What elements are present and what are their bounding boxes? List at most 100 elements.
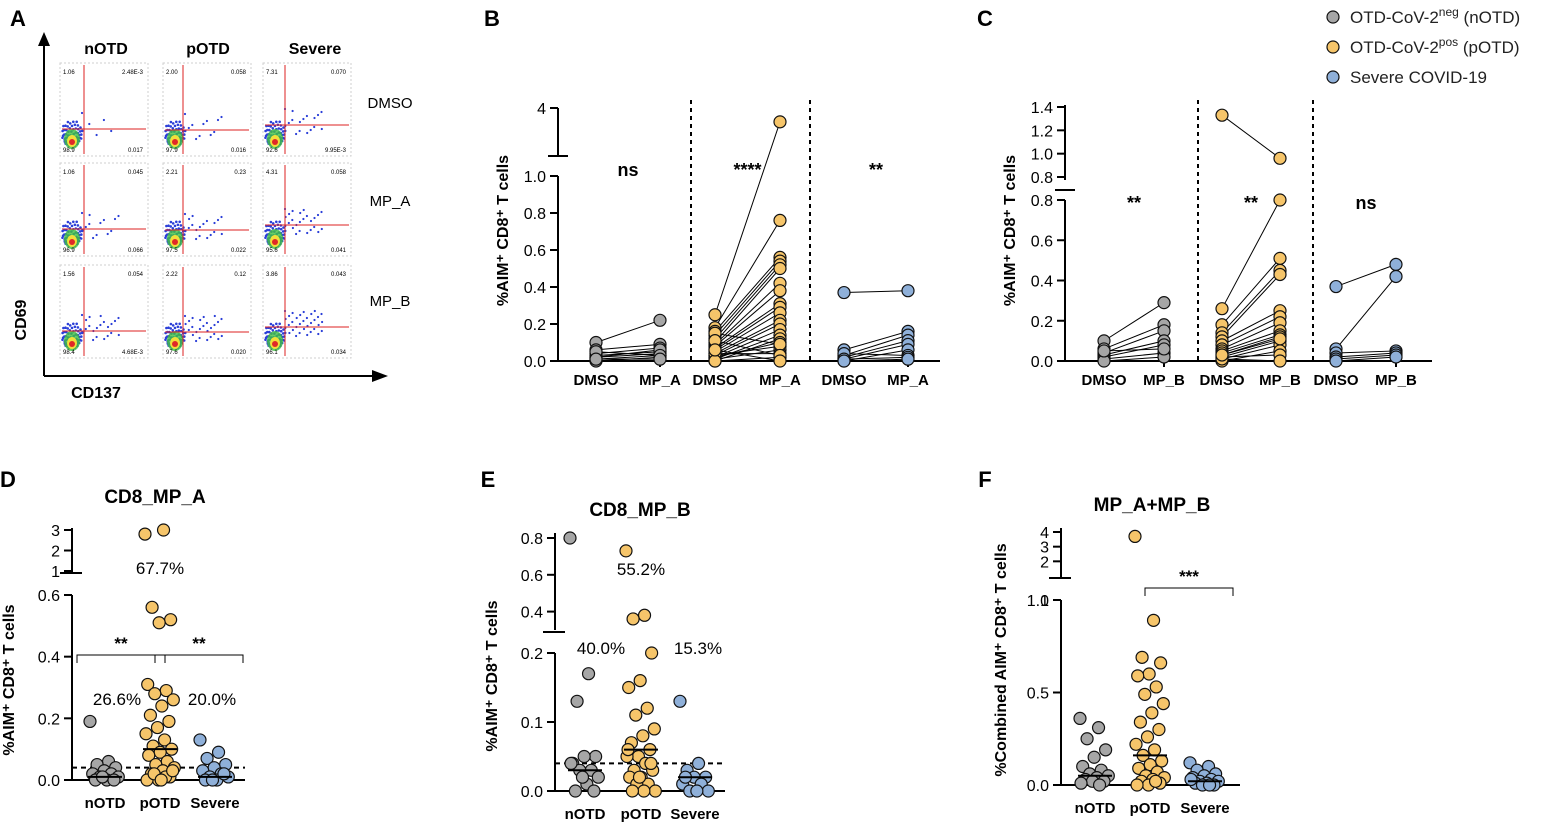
x-tick-label: pOTD	[140, 795, 181, 812]
data-point	[162, 714, 176, 729]
pair-line	[1221, 338, 1281, 356]
significance-label: **	[1127, 193, 1141, 213]
quadrant-value: 0.23	[234, 170, 246, 176]
event-dot	[167, 124, 170, 127]
quadrant-value: 98.4	[63, 350, 75, 356]
event-dot	[80, 335, 83, 338]
data-point	[107, 773, 121, 787]
chart-title: MP_A+MP_B	[1094, 495, 1211, 516]
event-dot	[164, 234, 168, 237]
event-dot	[167, 326, 170, 330]
data-point	[1138, 687, 1152, 701]
pair-line	[1103, 352, 1165, 360]
event-dot	[61, 229, 64, 233]
event-dot	[281, 332, 285, 335]
density-peak	[172, 139, 178, 145]
event-dot	[176, 325, 180, 329]
event-dot	[61, 236, 64, 239]
data-point	[1157, 296, 1171, 310]
event-dot	[179, 326, 183, 329]
pair-line	[843, 343, 909, 360]
data-point	[138, 527, 152, 541]
event-dot	[183, 314, 187, 318]
event-dot	[288, 314, 291, 318]
data-point	[1215, 108, 1229, 122]
data-point	[589, 749, 603, 764]
x-tick-label: DMSO	[693, 372, 738, 389]
data-point	[1140, 730, 1155, 744]
event-dot	[178, 120, 181, 124]
event-dot	[61, 336, 65, 340]
quadrant-value: 97.9	[166, 148, 178, 154]
y-tick-label: 0.8	[1031, 193, 1053, 210]
event-dot	[320, 329, 323, 333]
event-dot	[110, 331, 113, 335]
event-dot	[217, 337, 220, 341]
legend-marker	[1326, 70, 1340, 84]
pair-line	[1221, 270, 1281, 334]
y-tick-label: 0.8	[524, 206, 546, 223]
quadrant-value: 1.06	[63, 70, 75, 76]
quadrant-value: 2.21	[166, 170, 178, 176]
event-dot	[302, 319, 305, 323]
event-dot	[291, 218, 294, 222]
quadrant-value: 3.86	[266, 272, 278, 278]
data-point	[701, 784, 715, 798]
data-point	[152, 616, 166, 630]
pair-line	[1103, 344, 1165, 358]
event-dot	[102, 218, 105, 222]
quadrant-value: 96.1	[266, 350, 278, 356]
event-dot	[188, 319, 191, 323]
quadrant-value: 97.6	[166, 350, 178, 356]
data-point	[1389, 350, 1403, 364]
pair-line	[1221, 334, 1281, 354]
event-dot	[95, 133, 98, 137]
event-dot	[317, 323, 320, 327]
event-dot	[316, 213, 320, 217]
event-dot	[103, 337, 106, 341]
event-dot	[309, 128, 312, 132]
event-dot	[175, 120, 178, 124]
y-tick-label: 4	[1040, 525, 1049, 542]
event-dot	[191, 325, 194, 329]
data-point	[1080, 732, 1094, 746]
data-point	[1146, 613, 1161, 627]
quadrant-value: 0.066	[128, 248, 144, 254]
event-dot	[88, 222, 91, 226]
event-dot	[72, 120, 75, 124]
pair-line	[714, 342, 781, 358]
event-dot	[302, 217, 305, 221]
data-point	[570, 694, 584, 708]
event-dot	[164, 338, 167, 342]
data-point	[626, 612, 640, 626]
y-axis-label: CD69	[13, 299, 30, 340]
data-point	[154, 773, 168, 787]
event-dot	[213, 323, 216, 327]
event-dot	[320, 227, 323, 231]
event-dot	[66, 327, 69, 330]
event-dot	[62, 326, 65, 330]
data-point	[1133, 715, 1148, 729]
quadrant-value: 1.56	[63, 272, 75, 278]
event-dot	[175, 220, 178, 224]
data-point	[217, 767, 231, 781]
pair-line	[1103, 348, 1165, 352]
event-dot	[183, 212, 187, 216]
y-arrowhead	[38, 32, 50, 46]
pair-line	[843, 353, 909, 356]
density-peak	[69, 341, 75, 347]
event-dot	[205, 321, 208, 325]
y-tick-label: 0.5	[1027, 686, 1049, 703]
data-point	[708, 354, 722, 368]
event-dot	[321, 320, 324, 324]
data-point	[205, 773, 220, 787]
event-dot	[72, 220, 75, 224]
event-dot	[171, 324, 175, 327]
event-dot	[264, 136, 267, 139]
event-dot	[295, 132, 298, 136]
event-dot	[271, 122, 275, 125]
quadrant-value: 96.9	[63, 248, 75, 254]
quadrant-value: 0.043	[331, 272, 347, 278]
event-dot	[195, 237, 198, 241]
row-label: MP_B	[370, 293, 411, 310]
